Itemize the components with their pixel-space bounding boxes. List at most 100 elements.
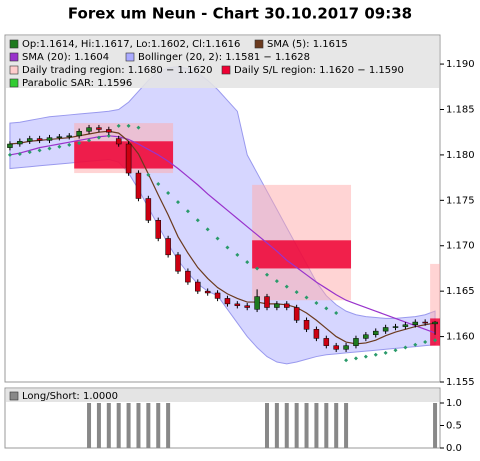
candle-body: [155, 220, 161, 239]
long-short-bar: [166, 403, 171, 448]
long-short-bar: [314, 403, 319, 448]
candle-body: [214, 292, 221, 299]
sar-dot: [304, 295, 309, 300]
long-short-bar: [433, 403, 438, 448]
candle-body: [392, 326, 399, 328]
sar-dot: [294, 290, 299, 295]
sar-dot: [67, 142, 72, 147]
sar-dot: [136, 125, 141, 130]
sar-dot: [87, 138, 92, 143]
candle-body: [224, 298, 231, 305]
y-tick-label: 1.160: [446, 332, 475, 343]
candle-body: [195, 281, 201, 292]
sar-dot: [255, 266, 260, 271]
y-tick-label: 1.170: [446, 241, 475, 252]
sar-dot: [225, 245, 230, 250]
y-tick-label: 1.175: [446, 195, 475, 206]
long-short-bar: [156, 403, 161, 448]
sar-dot: [27, 150, 32, 155]
long-short-bar: [96, 403, 101, 448]
long-short-bar: [274, 403, 279, 448]
candle-body: [106, 129, 112, 133]
long-short-bar: [284, 403, 289, 448]
candle-body: [76, 131, 82, 137]
sub-header: [6, 389, 439, 402]
sub-y-tick-label: 1.0: [446, 398, 462, 409]
legend-swatch: [9, 52, 19, 62]
candle-body: [382, 327, 389, 332]
legend-label: Parabolic SAR: 1.1596: [22, 78, 132, 89]
y-tick-label: 1.155: [446, 377, 475, 388]
candle-body: [46, 137, 53, 141]
stop-loss-region: [252, 240, 352, 269]
sar-dot: [47, 146, 52, 151]
legend-swatch: [254, 39, 264, 49]
long-short-bar: [324, 403, 329, 448]
legend-swatch: [9, 65, 19, 75]
candle-body: [343, 345, 349, 350]
long-short-bar: [294, 403, 299, 448]
sar-dot: [245, 260, 250, 265]
sar-dot: [383, 350, 388, 355]
candle-body: [333, 345, 339, 350]
sar-dot: [156, 181, 161, 186]
long-short-bar: [126, 403, 131, 448]
chart-title: Forex um Neun - Chart 30.10.2017 09:38: [68, 5, 412, 23]
sub-swatch: [9, 391, 19, 401]
sar-dot: [106, 133, 111, 138]
legend-swatch: [125, 52, 135, 62]
sar-dot: [264, 272, 269, 277]
sar-dot: [215, 236, 220, 241]
sar-dot: [393, 348, 398, 353]
sar-dot: [176, 200, 181, 205]
sar-dot: [57, 144, 62, 149]
y-tick-label: 1.180: [446, 150, 475, 161]
long-short-bar: [116, 403, 121, 448]
candle-body: [412, 321, 419, 326]
candle-body: [165, 238, 171, 256]
candle-body: [86, 127, 92, 132]
legend-box: [6, 36, 439, 88]
sar-dot: [413, 342, 418, 347]
sar-dot: [116, 123, 121, 128]
long-short-bar: [334, 403, 339, 448]
sar-dot: [403, 345, 408, 350]
candle-body: [7, 143, 13, 148]
sar-dot: [126, 123, 131, 128]
candle-body: [185, 270, 191, 283]
sub-label: Long/Short: 1.0000: [22, 391, 118, 402]
long-short-bar: [344, 403, 349, 448]
sub-y-tick-label: 0.0: [446, 443, 462, 454]
candle-body: [96, 127, 102, 130]
candle-body: [234, 303, 241, 306]
sar-dot: [274, 279, 279, 284]
sar-dot: [363, 354, 368, 359]
sar-dot: [195, 218, 200, 223]
candle-body: [402, 324, 409, 327]
sar-dot: [17, 151, 22, 156]
candle-body: [293, 307, 300, 321]
stop-loss-region: [74, 141, 174, 169]
sar-dot: [314, 300, 319, 305]
sar-dot: [373, 352, 378, 357]
sar-dot: [166, 191, 171, 196]
candle-body: [372, 330, 379, 336]
candle-body: [115, 138, 122, 145]
long-short-bar: [136, 403, 141, 448]
candle-body: [175, 254, 181, 272]
legend-label: Bollinger (20, 2): 1.1581 − 1.1628: [138, 52, 310, 63]
sar-dot: [433, 338, 438, 343]
sma-20-line: [9, 135, 436, 334]
sar-dot: [353, 356, 358, 361]
sar-dot: [37, 148, 42, 153]
sar-dot: [7, 152, 12, 157]
long-short-bar: [264, 403, 269, 448]
sar-dot: [96, 135, 101, 140]
candle-body: [26, 138, 33, 142]
candle-body: [254, 296, 260, 310]
sar-dot: [334, 310, 339, 315]
legend-label: SMA (5): 1.1615: [267, 39, 348, 50]
sar-dot: [423, 340, 428, 345]
long-short-bar: [304, 403, 309, 448]
